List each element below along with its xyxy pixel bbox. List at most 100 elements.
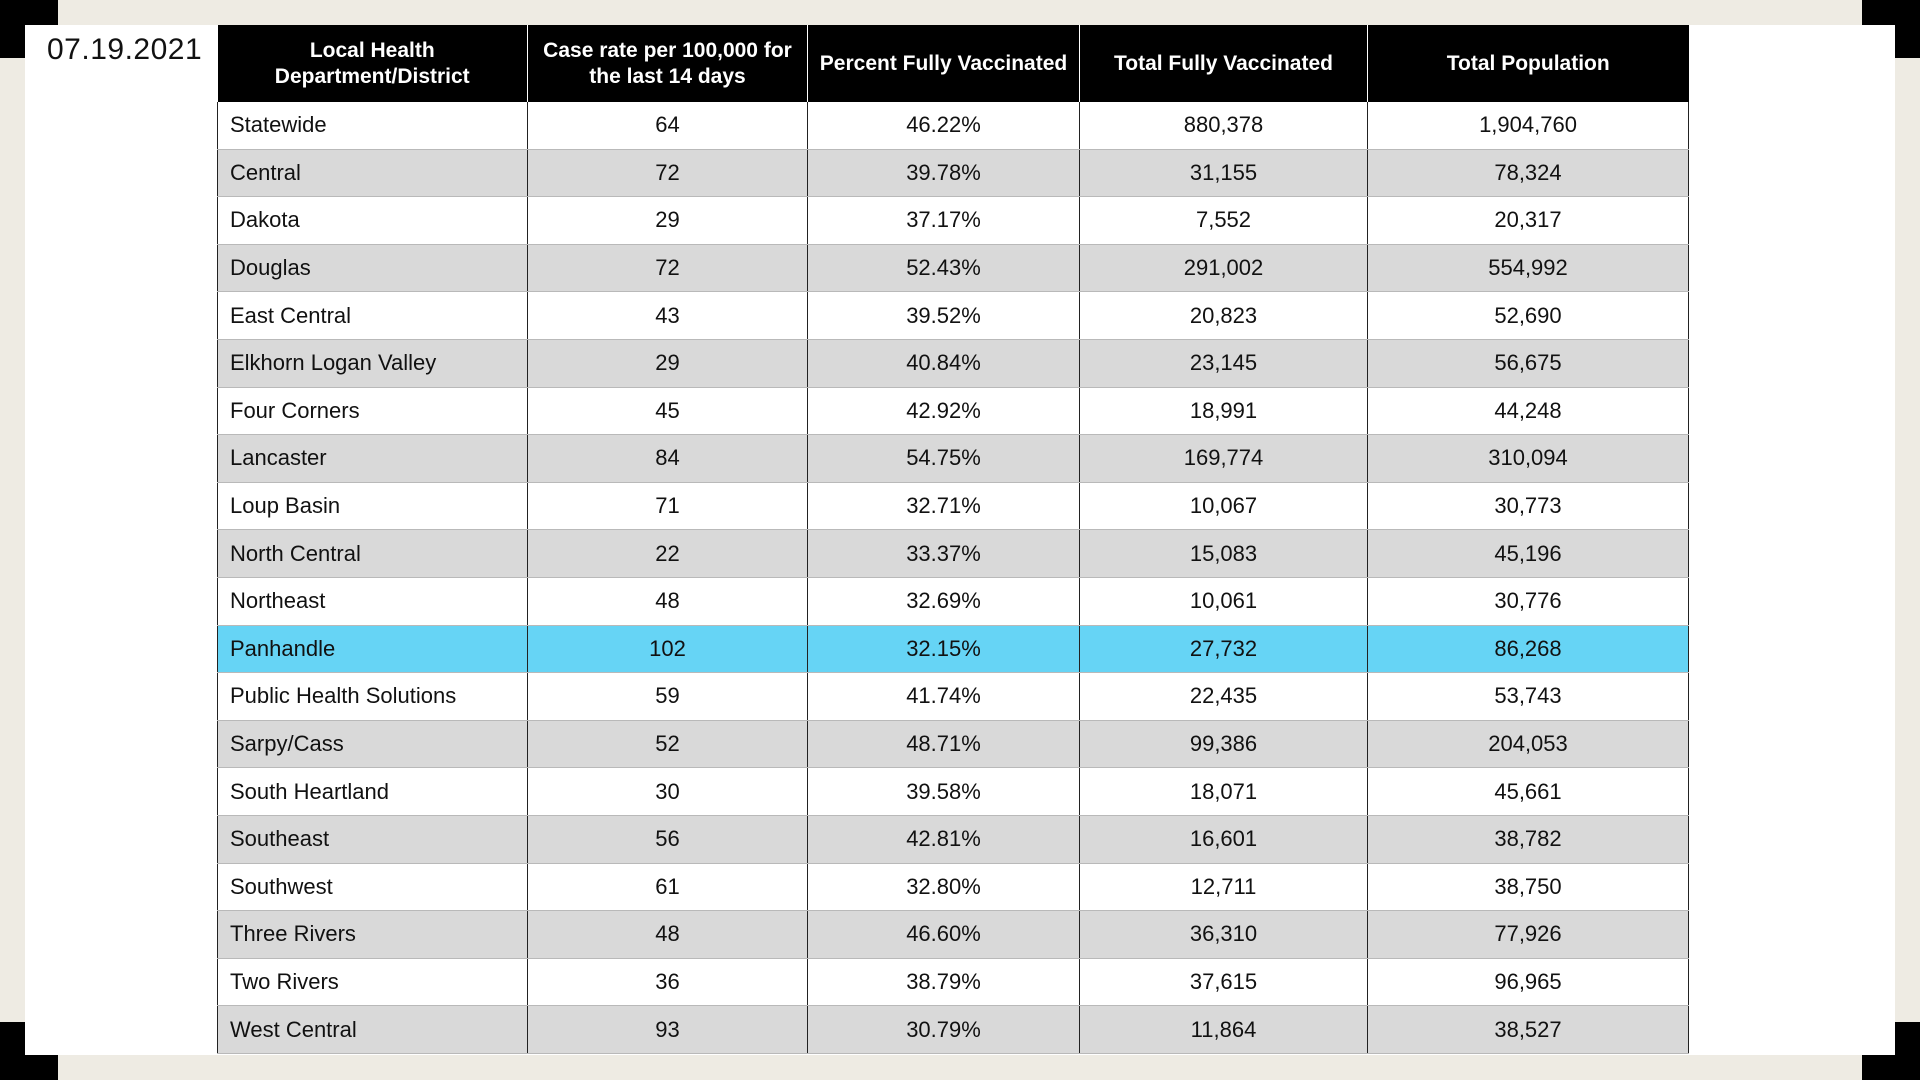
cell-percent-vaccinated: 54.75%: [807, 434, 1080, 483]
cell-percent-vaccinated: 37.17%: [807, 196, 1080, 245]
table-row: Elkhorn Logan Valley 29 40.84% 23,145 56,675: [217, 339, 1689, 388]
cell-district: Three Rivers: [217, 910, 528, 959]
cell-district: Public Health Solutions: [217, 672, 528, 721]
cell-case-rate: 22: [527, 529, 808, 578]
table-row: Lancaster 84 54.75% 169,774 310,094: [217, 434, 1689, 483]
cell-percent-vaccinated: 32.15%: [807, 625, 1080, 674]
table-row: Three Rivers 48 46.60% 36,310 77,926: [217, 910, 1689, 959]
cell-total-vaccinated: 11,864: [1079, 1005, 1368, 1054]
cell-district: Lancaster: [217, 434, 528, 483]
cell-percent-vaccinated: 32.71%: [807, 482, 1080, 531]
cell-district: Loup Basin: [217, 482, 528, 531]
cell-district: Elkhorn Logan Valley: [217, 339, 528, 388]
table-body: Statewide 64 46.22% 880,378 1,904,760 Central…: [217, 102, 1689, 1054]
cell-total-population: 38,750: [1367, 863, 1689, 912]
cell-case-rate: 29: [527, 339, 808, 388]
cell-percent-vaccinated: 46.60%: [807, 910, 1080, 959]
cell-case-rate: 59: [527, 672, 808, 721]
cell-total-population: 554,992: [1367, 244, 1689, 293]
cell-total-population: 96,965: [1367, 958, 1689, 1007]
cell-total-population: 78,324: [1367, 149, 1689, 198]
table-row: Southwest 61 32.80% 12,711 38,750: [217, 863, 1689, 912]
cell-percent-vaccinated: 42.81%: [807, 815, 1080, 864]
cell-total-population: 52,690: [1367, 291, 1689, 340]
cell-total-population: 30,773: [1367, 482, 1689, 531]
cell-total-vaccinated: 36,310: [1079, 910, 1368, 959]
cell-total-population: 45,196: [1367, 529, 1689, 578]
header-row: Local Health Department/District Case ra…: [217, 25, 1689, 102]
cell-total-population: 30,776: [1367, 577, 1689, 626]
table-row: Two Rivers 36 38.79% 37,615 96,965: [217, 958, 1689, 1007]
table-row: North Central 22 33.37% 15,083 45,196: [217, 529, 1689, 578]
cell-total-vaccinated: 12,711: [1079, 863, 1368, 912]
cell-case-rate: 45: [527, 387, 808, 436]
cell-percent-vaccinated: 38.79%: [807, 958, 1080, 1007]
cell-case-rate: 72: [527, 149, 808, 198]
cell-total-vaccinated: 37,615: [1079, 958, 1368, 1007]
cell-case-rate: 64: [527, 102, 808, 150]
cell-percent-vaccinated: 42.92%: [807, 387, 1080, 436]
vaccination-table: Local Health Department/District Case ra…: [217, 25, 1689, 1054]
cell-total-vaccinated: 18,991: [1079, 387, 1368, 436]
header-case-rate: Case rate per 100,000 for the last 14 da…: [527, 25, 808, 102]
header-total-population: Total Population: [1367, 25, 1689, 102]
table-row: Northeast 48 32.69% 10,061 30,776: [217, 577, 1689, 626]
cell-total-population: 56,675: [1367, 339, 1689, 388]
cell-total-vaccinated: 31,155: [1079, 149, 1368, 198]
cell-district: South Heartland: [217, 767, 528, 816]
cell-district: Southwest: [217, 863, 528, 912]
table-row: Sarpy/Cass 52 48.71% 99,386 204,053: [217, 720, 1689, 769]
cell-total-vaccinated: 23,145: [1079, 339, 1368, 388]
cell-total-vaccinated: 27,732: [1079, 625, 1368, 674]
cell-total-population: 310,094: [1367, 434, 1689, 483]
cell-case-rate: 52: [527, 720, 808, 769]
cell-district: Central: [217, 149, 528, 198]
cell-total-vaccinated: 169,774: [1079, 434, 1368, 483]
cell-total-population: 77,926: [1367, 910, 1689, 959]
cell-case-rate: 72: [527, 244, 808, 293]
date-label: 07.19.2021: [47, 33, 203, 66]
cell-case-rate: 61: [527, 863, 808, 912]
cell-percent-vaccinated: 39.78%: [807, 149, 1080, 198]
cell-total-vaccinated: 880,378: [1079, 102, 1368, 150]
cell-case-rate: 71: [527, 482, 808, 531]
cell-case-rate: 93: [527, 1005, 808, 1054]
cell-percent-vaccinated: 32.69%: [807, 577, 1080, 626]
cell-case-rate: 29: [527, 196, 808, 245]
cell-district: East Central: [217, 291, 528, 340]
table-row: West Central 93 30.79% 11,864 38,527: [217, 1005, 1689, 1054]
table-row: South Heartland 30 39.58% 18,071 45,661: [217, 767, 1689, 816]
table-row: Panhandle 102 32.15% 27,732 86,268: [217, 625, 1689, 674]
table-row: Dakota 29 37.17% 7,552 20,317: [217, 196, 1689, 245]
cell-district: Dakota: [217, 196, 528, 245]
header-total-vaccinated: Total Fully Vaccinated: [1079, 25, 1368, 102]
cell-total-vaccinated: 22,435: [1079, 672, 1368, 721]
cell-percent-vaccinated: 52.43%: [807, 244, 1080, 293]
cell-total-population: 38,527: [1367, 1005, 1689, 1054]
table-row: Public Health Solutions 59 41.74% 22,435 53,…: [217, 672, 1689, 721]
table-row: East Central 43 39.52% 20,823 52,690: [217, 291, 1689, 340]
cell-total-population: 204,053: [1367, 720, 1689, 769]
cell-district: North Central: [217, 529, 528, 578]
cell-percent-vaccinated: 40.84%: [807, 339, 1080, 388]
cell-total-vaccinated: 291,002: [1079, 244, 1368, 293]
cell-district: Panhandle: [217, 625, 528, 674]
table-row: Statewide 64 46.22% 880,378 1,904,760: [217, 102, 1689, 150]
table-row: Central 72 39.78% 31,155 78,324: [217, 149, 1689, 198]
table-row: Loup Basin 71 32.71% 10,067 30,773: [217, 482, 1689, 531]
cell-total-vaccinated: 10,067: [1079, 482, 1368, 531]
cell-district: Four Corners: [217, 387, 528, 436]
cell-percent-vaccinated: 39.52%: [807, 291, 1080, 340]
cell-total-vaccinated: 20,823: [1079, 291, 1368, 340]
cell-total-population: 86,268: [1367, 625, 1689, 674]
cell-total-population: 45,661: [1367, 767, 1689, 816]
cell-percent-vaccinated: 32.80%: [807, 863, 1080, 912]
table-row: Douglas 72 52.43% 291,002 554,992: [217, 244, 1689, 293]
table-row: Southeast 56 42.81% 16,601 38,782: [217, 815, 1689, 864]
cell-total-population: 1,904,760: [1367, 102, 1689, 150]
cell-total-vaccinated: 15,083: [1079, 529, 1368, 578]
header-percent-vaccinated: Percent Fully Vaccinated: [807, 25, 1080, 102]
cell-total-population: 20,317: [1367, 196, 1689, 245]
cell-case-rate: 48: [527, 910, 808, 959]
cell-district: Southeast: [217, 815, 528, 864]
